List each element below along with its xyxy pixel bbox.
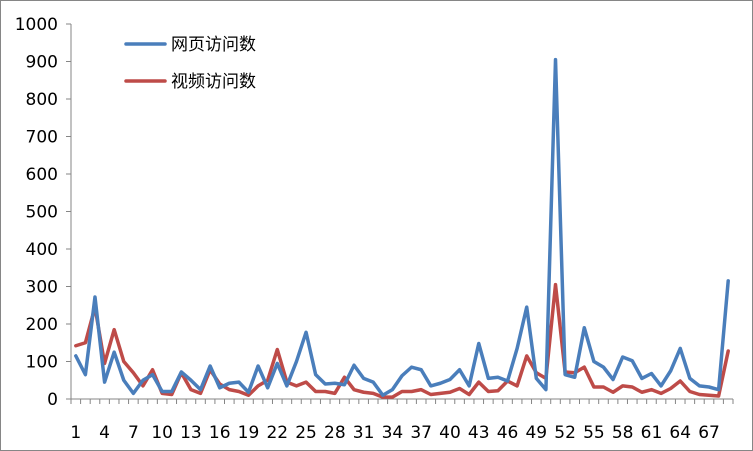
x-tick-label: 22	[266, 423, 288, 443]
x-tick-label: 61	[641, 423, 663, 443]
x-tick-label: 16	[209, 423, 231, 443]
x-tick-label: 31	[353, 423, 375, 443]
y-tick-label: 200	[26, 315, 58, 335]
x-tick-label: 40	[439, 423, 461, 443]
series-layer	[74, 57, 730, 399]
x-tick-label: 64	[669, 423, 691, 443]
y-tick-label: 1000	[15, 15, 58, 35]
legend-label-1: 网页访问数	[171, 35, 256, 55]
x-tick-label: 13	[180, 423, 202, 443]
x-tick-label: 10	[151, 423, 173, 443]
x-tick-label: 25	[295, 423, 317, 443]
x-tick-label: 4	[99, 423, 110, 443]
y-tick-label: 400	[26, 240, 58, 260]
y-tick-label: 500	[26, 203, 58, 223]
x-tick-label: 19	[238, 423, 260, 443]
series-line-2	[74, 282, 730, 399]
x-tick-label: 55	[583, 423, 605, 443]
y-tick-label: 0	[47, 390, 58, 410]
legend-label-2: 视频访问数	[171, 72, 256, 92]
y-tick-label: 700	[26, 128, 58, 148]
x-tick-label: 58	[612, 423, 634, 443]
x-tick-label: 46	[497, 423, 519, 443]
x-tick-label: 34	[382, 423, 404, 443]
y-tick-label: 800	[26, 90, 58, 110]
x-tick-label: 52	[554, 423, 576, 443]
x-tick-label: 1	[70, 423, 81, 443]
series-line-1	[74, 57, 730, 397]
x-tick-label: 7	[128, 423, 139, 443]
y-tick-label: 300	[26, 278, 58, 298]
y-tick-label: 600	[26, 165, 58, 185]
x-tick-label: 37	[410, 423, 432, 443]
x-tick-label: 43	[468, 423, 490, 443]
x-tick-label: 49	[525, 423, 547, 443]
x-tick-label: 67	[698, 423, 720, 443]
x-tick-label: 28	[324, 423, 346, 443]
axes: 0 100 200 300 400 500 600 700 800 900 1000 1 4 7 10 13 1…	[15, 15, 734, 443]
y-tick-label: 100	[26, 353, 58, 373]
y-tick-label: 900	[26, 53, 58, 73]
